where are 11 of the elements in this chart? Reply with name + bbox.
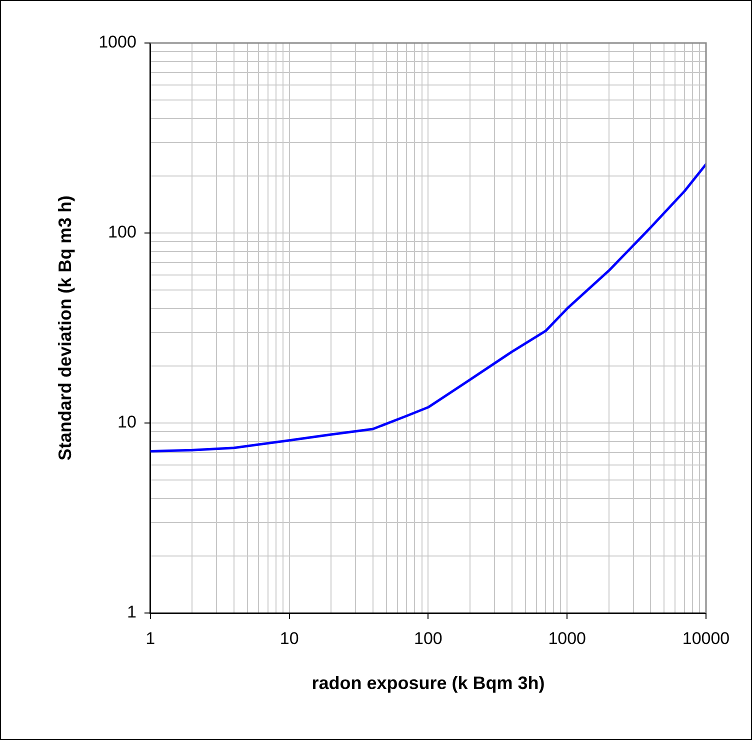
y-tick-label: 10 (117, 412, 136, 432)
x-axis-title: radon exposure (k Bqm 3h) (312, 673, 545, 694)
x-tick-label: 10000 (682, 628, 730, 648)
y-tick-label: 1000 (98, 32, 136, 52)
x-tick-label: 1000 (548, 628, 586, 648)
y-tick-label: 1 (126, 602, 136, 622)
y-tick-label: 100 (108, 222, 136, 242)
x-tick-label: 1 (146, 628, 156, 648)
x-tick-label: 100 (414, 628, 442, 648)
x-tick-label: 10 (280, 628, 299, 648)
y-axis-title: Standard deviation (k Bq m3 h) (54, 195, 75, 461)
